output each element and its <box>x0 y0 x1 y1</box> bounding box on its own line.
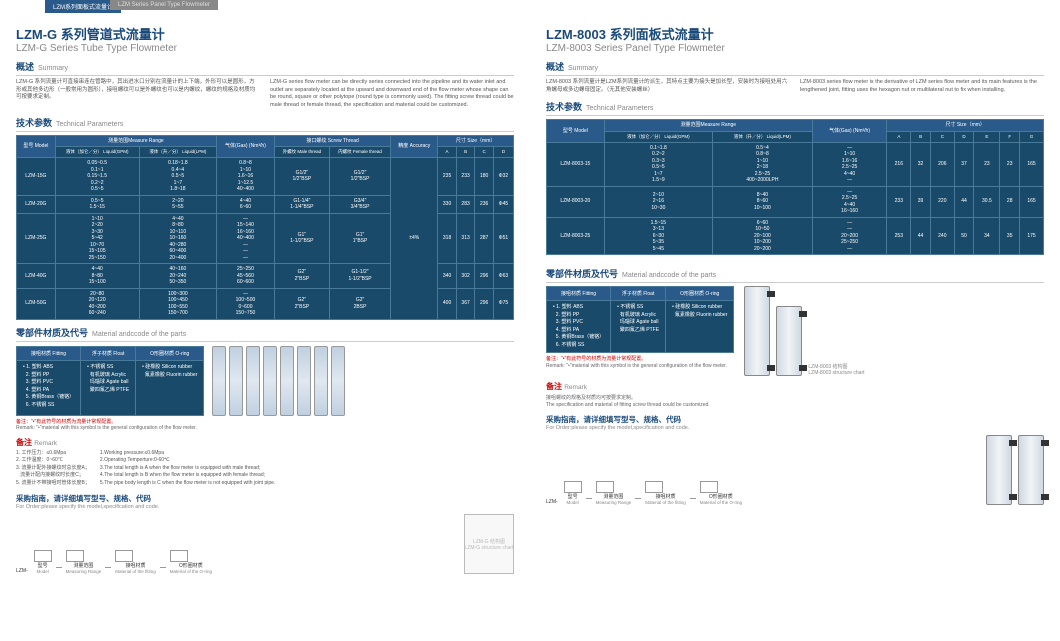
order-box <box>700 481 718 493</box>
remark-body: 1. 工作压力：≤0.6Mpa 2. 工作温度：0~60℃ 3. 流量计配外接螺… <box>16 450 514 488</box>
remark-heading: 备注 Remark <box>16 437 514 448</box>
mat-table-left: 接咀材质 Fitting浮子材质 FloatO形圈材质 O-ring • 1. … <box>16 346 204 416</box>
order-box <box>596 481 614 493</box>
header-tab-en: LZM Series Panel Type Flowmeter <box>110 0 218 10</box>
order-heading-en: For Order:please specify the model,speci… <box>16 504 514 510</box>
title-cn: LZM-G 系列管道式流量计 <box>16 24 514 43</box>
tp-table-right: 型号 Model 测量范围Measure Range 气体(Gas) (Nm³/… <box>546 119 1044 255</box>
right-page: LZM-8003 系列面板式流量计 LZM-8003 Series Panel … <box>530 0 1060 641</box>
struct-diagram: LZM-G 结构图 LZM-G structure chart <box>464 514 514 574</box>
left-page: LZM系列面板式流量计 LZM Series Panel Type Flowme… <box>0 0 530 641</box>
flowmeter-images <box>212 346 345 416</box>
summary-text-r: LZM-8003 系列流量计是LZM系列流量计的派生，其特点主要为接头是加长型，… <box>546 79 1044 94</box>
order-guide: LZM- 型号Model测量范围Measuring Range接咀材质Mater… <box>16 514 514 574</box>
mat-heading-r: 零部件材质及代号Material andccode of the parts <box>546 267 1044 283</box>
table-row: LZM-15G0.05~0.5 0.1~1 0.15~1.5 0.2~2 0.5… <box>17 158 514 196</box>
table-row: LZM-8003-150.1~1.8 0.2~2 0.3~3 0.5~5 1~7… <box>547 142 1044 186</box>
remark-heading-r: 备注 Remark <box>546 381 1044 392</box>
tp-heading-r: 技术参数Technical Parameters <box>546 100 1044 116</box>
order-heading: 采购指南，请详细填写型号、规格、代码 <box>16 493 514 504</box>
mat-table-right: 接咀材质 Fitting浮子材质 FloatO形圈材质 O-ring • 1. … <box>546 286 734 353</box>
order-heading-en-r: For Order:please specify the model,speci… <box>546 425 1044 431</box>
table-row: LZM-8003-251.5~15 3~13 6~30 5~35 5~456~6… <box>547 217 1044 255</box>
table-row: LZM-25G1~10 2~20 3~30 5~42 10~70 15~105 … <box>17 213 514 264</box>
order-box <box>66 550 84 562</box>
mat-note: 备注："•"有此符号的材质为流量计常规配置。Remark: "•"materia… <box>16 419 514 432</box>
title-en: LZM-G Series Tube Type Flowmeter <box>16 43 514 54</box>
summary-heading-r: 概述Summary <box>546 60 1044 76</box>
order-box <box>34 550 52 562</box>
table-row: LZM-50G20~80 20~120 40~200 60~240100~300… <box>17 288 514 319</box>
mat-heading: 零部件材质及代号Material andccode of the parts <box>16 326 514 342</box>
tp-table-left: 型号 Model 测量范围Measure Range 气体(Gas) (Nm³/… <box>16 135 514 320</box>
remark-body-r: 接咀螺纹的规格及材质均可按要求定制。 The specification and… <box>546 395 1044 408</box>
summary-heading: 概述Summary <box>16 60 514 76</box>
mat-note-r: 备注："•"有此符号的材质为流量计常规配置。Remark: "•"materia… <box>546 356 734 369</box>
order-box <box>170 550 188 562</box>
panel-flowmeter-images: LZM-8003 结构图 LZM-8003 structure chart <box>744 286 864 376</box>
order-box <box>645 481 663 493</box>
order-box <box>115 550 133 562</box>
order-heading-r: 采购指南，请详细填写型号、规格、代码 <box>546 414 1044 425</box>
table-row: LZM-8003-202~10 2~16 10~308~40 8~60 10~1… <box>547 186 1044 217</box>
table-row: LZM-20G0.5~5 1.5~152~20 5~554~40 6~60G1-… <box>17 195 514 213</box>
order-box <box>564 481 582 493</box>
title-cn-r: LZM-8003 系列面板式流量计 <box>546 24 1044 43</box>
order-guide-r: LZM- 型号Model测量范围Measuring Range接咀材质Mater… <box>546 435 1044 505</box>
table-row: LZM-40G4~40 8~80 15~10040~160 20~240 50~… <box>17 264 514 289</box>
summary-text: LZM-G 系列流量计可直接串连在管路中，其出进水口分别在流量计的上下端，外形可… <box>16 79 514 110</box>
title-en-r: LZM-8003 Series Panel Type Flowmeter <box>546 43 1044 54</box>
tp-heading: 技术参数Technical Parameters <box>16 116 514 132</box>
